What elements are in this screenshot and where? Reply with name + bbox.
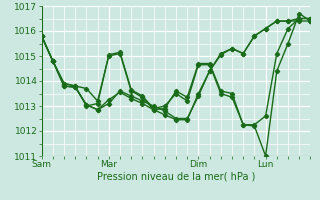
X-axis label: Pression niveau de la mer( hPa ): Pression niveau de la mer( hPa ) [97,172,255,182]
